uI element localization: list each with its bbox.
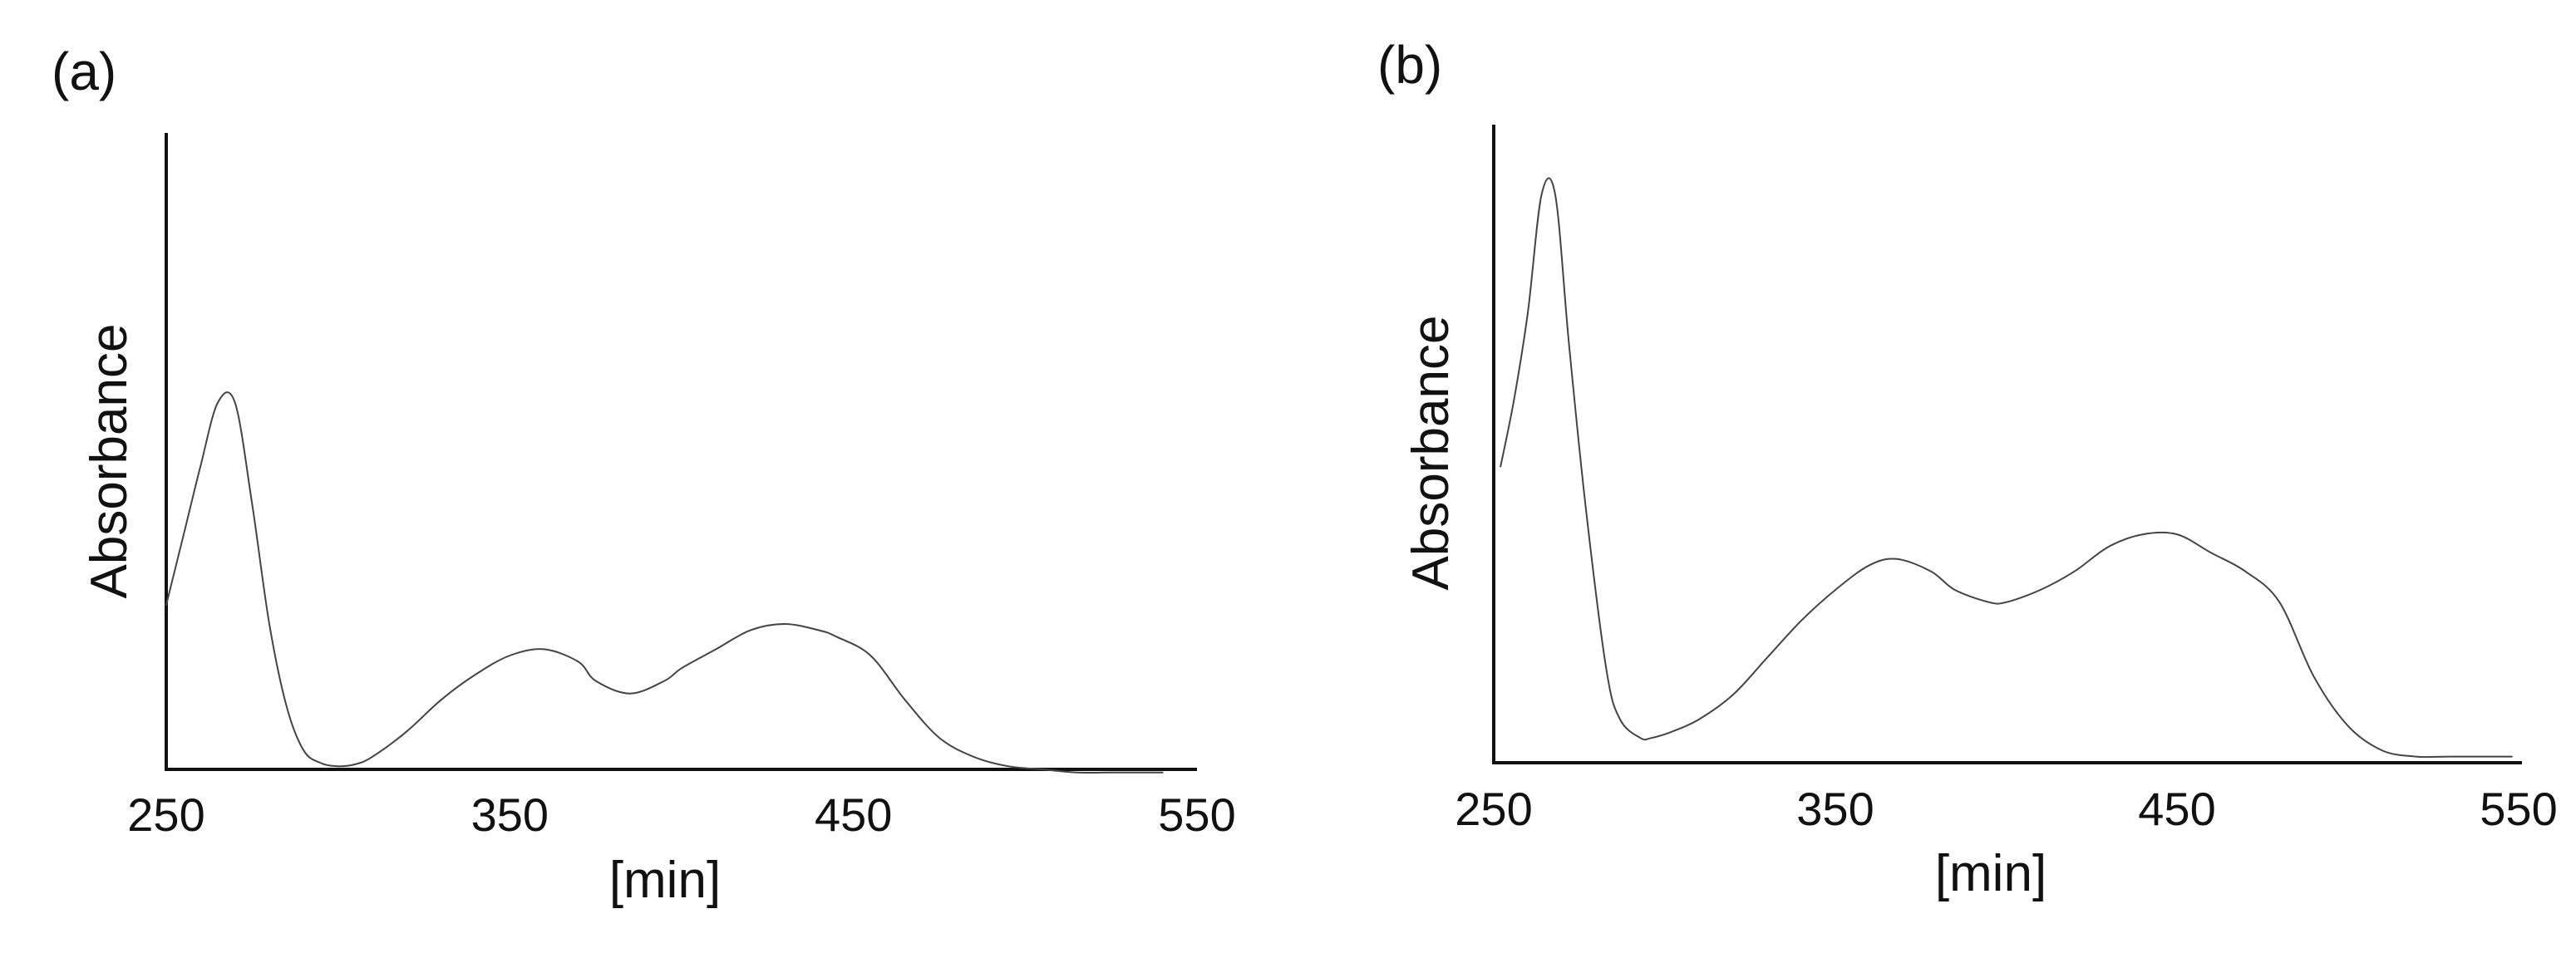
chart-panel-a: (a) 250 350 450 550 [min] Absorbance bbox=[52, 42, 1236, 909]
x-tick-label: 350 bbox=[1796, 783, 1874, 835]
x-tick-label: 250 bbox=[127, 788, 204, 841]
x-axis-label: [min] bbox=[609, 852, 721, 909]
y-axis-label: Absorbance bbox=[1402, 316, 1460, 591]
absorbance-series-line bbox=[165, 391, 1164, 774]
chart-panel-b: (b) 250 350 450 550 [min] Absorbance bbox=[1377, 35, 2558, 902]
x-tick-label: 550 bbox=[2480, 783, 2557, 835]
x-tick-label: 550 bbox=[1158, 788, 1235, 841]
x-axis-label: [min] bbox=[1935, 845, 2047, 902]
x-tick-label: 450 bbox=[815, 788, 892, 841]
absorbance-series-line bbox=[1500, 177, 2513, 759]
x-tick-label: 250 bbox=[1455, 783, 1532, 835]
y-axis-label: Absorbance bbox=[81, 324, 138, 599]
x-tick-label: 350 bbox=[471, 788, 549, 841]
x-tick-label: 450 bbox=[2138, 783, 2215, 835]
panel-label: (b) bbox=[1377, 35, 1442, 95]
panel-label: (a) bbox=[52, 42, 116, 101]
